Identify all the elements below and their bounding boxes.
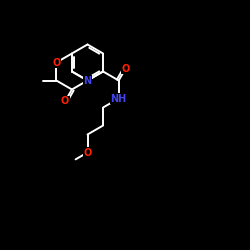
Text: O: O	[61, 96, 69, 106]
Text: NH: NH	[110, 94, 127, 104]
Text: N: N	[84, 76, 92, 86]
Text: O: O	[52, 58, 60, 68]
Text: O: O	[84, 148, 92, 158]
Text: O: O	[122, 64, 130, 74]
